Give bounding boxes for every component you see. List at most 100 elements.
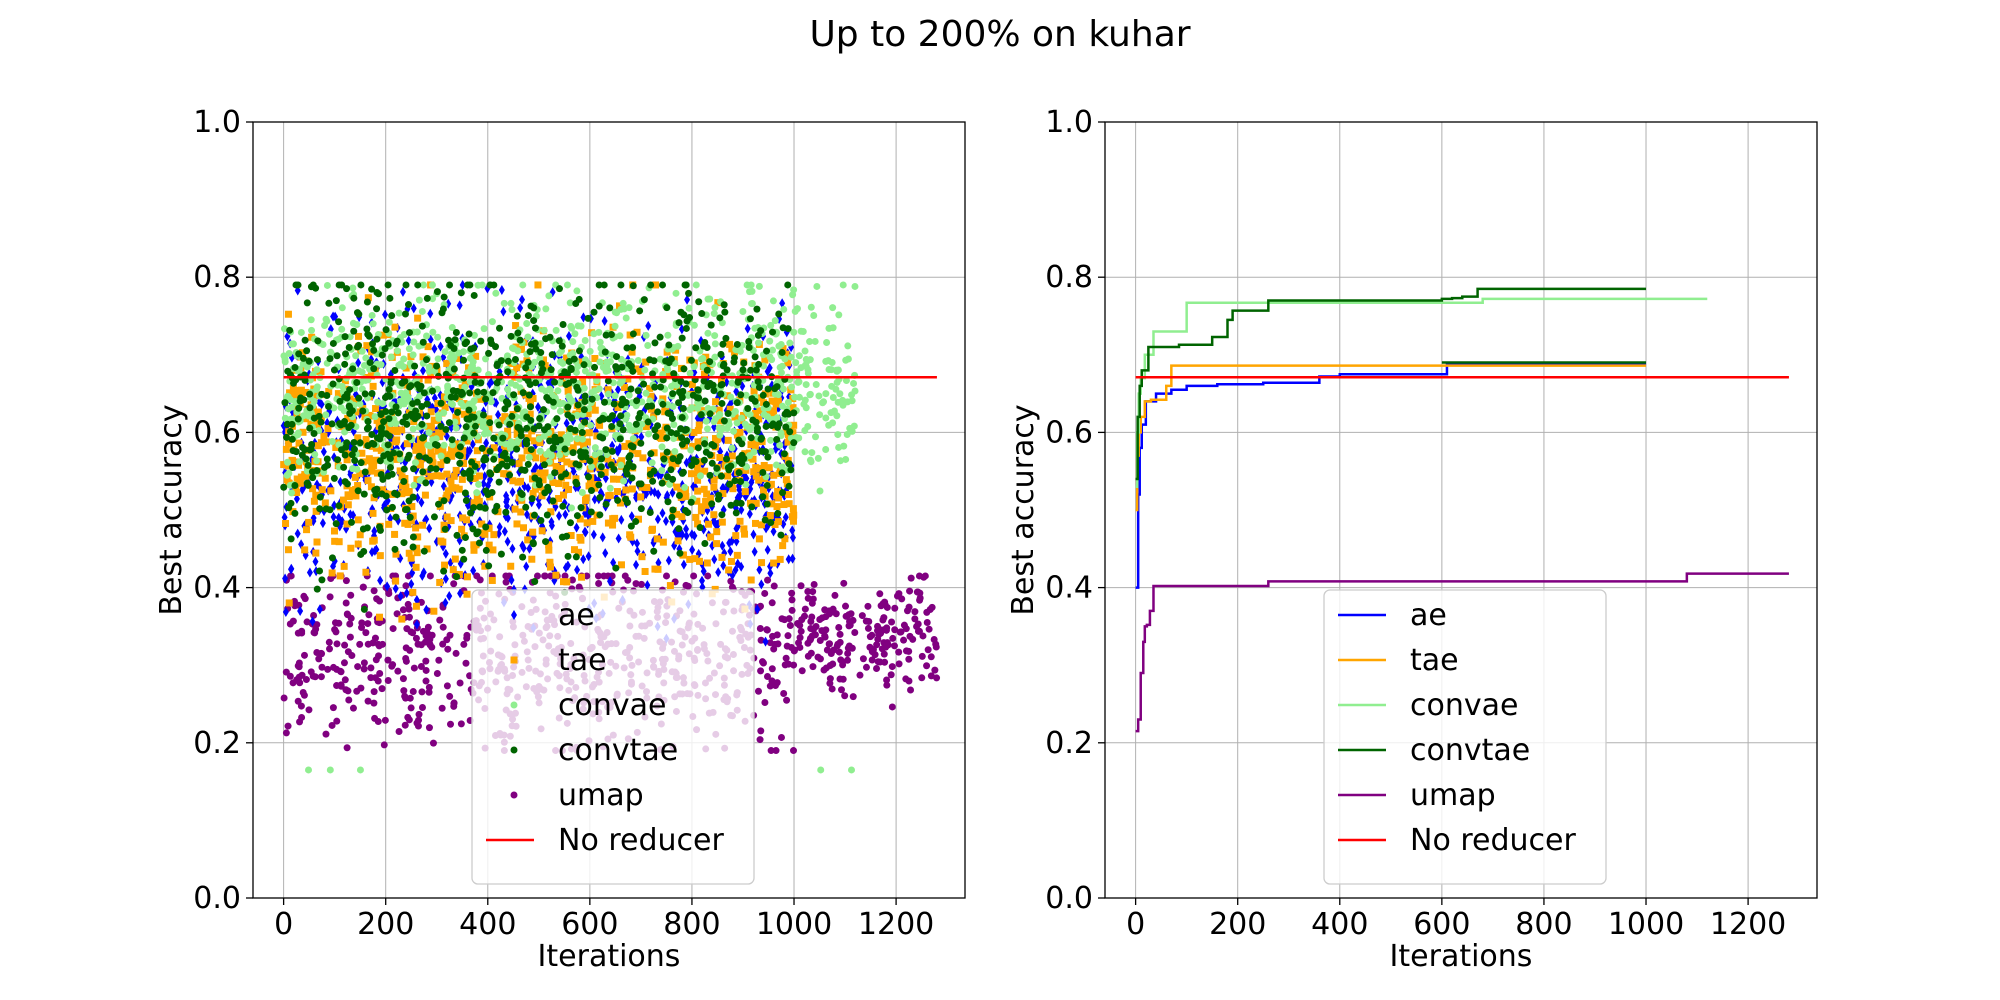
point-convtae: [597, 463, 605, 471]
point-tae: [447, 477, 455, 485]
point-convtae: [581, 392, 589, 400]
point-tae: [628, 485, 636, 493]
point-convtae: [629, 330, 637, 338]
point-tae: [707, 533, 715, 541]
point-convtae: [469, 525, 477, 533]
point-tae: [774, 518, 782, 526]
point-convtae: [460, 434, 468, 442]
point-umap: [909, 635, 917, 643]
point-convae: [451, 418, 459, 426]
point-convtae: [301, 376, 309, 384]
point-tae: [481, 562, 489, 570]
point-tae: [637, 368, 645, 376]
point-tae: [704, 520, 712, 528]
point-convtae: [471, 378, 479, 386]
point-convae: [776, 363, 784, 371]
point-tae: [741, 488, 749, 496]
point-tae: [654, 565, 662, 573]
point-convtae: [790, 409, 798, 417]
point-convae: [835, 311, 843, 319]
point-umap: [401, 721, 409, 729]
point-convtae: [433, 288, 441, 296]
point-convtae: [295, 350, 303, 358]
point-ae: [408, 578, 415, 589]
point-umap: [600, 572, 608, 580]
point-convtae: [632, 518, 640, 526]
point-tae: [570, 546, 578, 554]
point-tae: [530, 437, 538, 445]
point-convtae: [502, 508, 510, 516]
point-tae: [520, 524, 527, 532]
point-convtae: [310, 414, 318, 422]
point-convtae: [409, 543, 417, 551]
x-tick-label: 600: [1413, 907, 1470, 942]
point-tae: [562, 481, 570, 489]
point-umap: [345, 696, 353, 704]
point-convtae: [551, 469, 559, 477]
point-umap: [809, 588, 817, 596]
point-convae: [813, 282, 821, 290]
point-convae: [644, 341, 652, 349]
point-convtae: [687, 498, 695, 506]
point-umap: [307, 668, 315, 676]
point-convae: [842, 356, 850, 364]
point-convtae: [564, 403, 572, 411]
point-convae: [733, 419, 741, 427]
point-umap: [425, 630, 433, 638]
point-tae: [344, 491, 352, 499]
point-convae: [814, 454, 822, 462]
point-tae: [396, 467, 404, 475]
point-ae: [483, 437, 490, 448]
point-tae: [677, 488, 685, 496]
point-umap: [462, 659, 470, 667]
point-tae: [417, 440, 425, 448]
point-convtae: [610, 466, 618, 474]
point-convtae: [316, 493, 324, 501]
point-convtae: [692, 344, 700, 352]
point-convtae: [785, 460, 793, 468]
point-ae: [580, 554, 587, 565]
point-convtae: [369, 340, 377, 348]
point-tae: [318, 486, 326, 494]
point-convtae: [680, 365, 688, 373]
point-convtae: [627, 522, 635, 530]
point-tae: [356, 470, 364, 478]
point-umap: [804, 594, 812, 602]
point-convtae: [570, 355, 578, 363]
point-tae: [379, 331, 387, 339]
point-convtae: [422, 454, 430, 462]
point-convtae: [388, 408, 396, 416]
point-convae: [778, 463, 786, 471]
point-convae: [617, 461, 625, 469]
point-tae: [513, 520, 521, 528]
point-convtae: [306, 390, 314, 398]
point-convae: [754, 339, 762, 347]
point-tae: [695, 421, 703, 429]
point-convtae: [669, 455, 677, 463]
point-umap: [300, 651, 308, 659]
point-convtae: [385, 339, 393, 347]
point-umap: [887, 671, 895, 679]
point-tae: [545, 541, 553, 549]
point-convtae: [632, 420, 640, 428]
point-convae: [358, 368, 366, 376]
point-ae: [563, 418, 570, 429]
point-ae: [734, 558, 741, 569]
point-convtae: [314, 337, 322, 345]
point-ae: [503, 494, 510, 505]
point-convtae: [574, 401, 582, 409]
point-ae: [585, 551, 592, 562]
point-tae: [314, 421, 322, 429]
point-convtae: [381, 393, 389, 401]
point-convae: [790, 286, 798, 294]
point-tae: [439, 446, 447, 454]
point-tae: [633, 328, 641, 336]
point-tae: [569, 444, 577, 452]
point-tae: [488, 576, 496, 584]
legend-label: convae: [558, 688, 666, 723]
point-convtae: [563, 532, 571, 540]
point-convtae: [373, 335, 381, 343]
point-ae: [655, 489, 662, 500]
point-convtae: [730, 354, 738, 362]
point-convae: [596, 449, 604, 457]
